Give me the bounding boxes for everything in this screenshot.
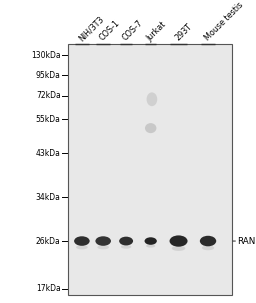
Ellipse shape [202, 245, 214, 250]
Text: Mouse testis: Mouse testis [203, 1, 245, 43]
Text: NIH/3T3: NIH/3T3 [77, 14, 105, 43]
Ellipse shape [147, 92, 157, 106]
Text: 34kDa: 34kDa [36, 193, 61, 201]
Ellipse shape [95, 236, 111, 246]
Ellipse shape [146, 244, 155, 248]
Text: RAN: RAN [237, 237, 255, 245]
Ellipse shape [200, 236, 216, 246]
Text: Jurkat: Jurkat [146, 20, 168, 43]
Text: 55kDa: 55kDa [36, 115, 61, 124]
Text: 17kDa: 17kDa [36, 284, 61, 293]
Ellipse shape [74, 236, 90, 246]
Text: 43kDa: 43kDa [36, 149, 61, 158]
Ellipse shape [169, 235, 188, 247]
Ellipse shape [172, 246, 185, 251]
Ellipse shape [145, 123, 156, 133]
Ellipse shape [97, 245, 109, 249]
Ellipse shape [145, 237, 157, 245]
Bar [68, 44, 232, 295]
Ellipse shape [76, 245, 88, 249]
Text: COS-7: COS-7 [121, 18, 145, 43]
Ellipse shape [119, 237, 133, 245]
Text: 95kDa: 95kDa [36, 71, 61, 80]
Text: 293T: 293T [173, 22, 194, 43]
Text: 26kDa: 26kDa [36, 237, 61, 245]
Text: 130kDa: 130kDa [31, 51, 61, 60]
Text: 72kDa: 72kDa [36, 91, 61, 100]
Text: COS-1: COS-1 [98, 19, 122, 43]
Ellipse shape [121, 245, 131, 249]
